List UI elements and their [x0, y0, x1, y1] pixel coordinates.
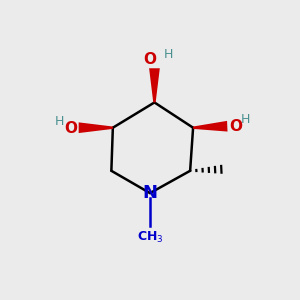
Text: O: O: [143, 52, 157, 67]
Text: O: O: [64, 121, 77, 136]
Text: N: N: [142, 184, 158, 202]
Text: H: H: [164, 48, 173, 61]
Polygon shape: [149, 68, 160, 102]
Text: H: H: [54, 115, 64, 128]
Text: CH$_3$: CH$_3$: [137, 230, 163, 245]
Text: H: H: [241, 113, 250, 126]
Text: O: O: [229, 119, 242, 134]
Polygon shape: [79, 122, 113, 133]
Polygon shape: [193, 121, 227, 132]
